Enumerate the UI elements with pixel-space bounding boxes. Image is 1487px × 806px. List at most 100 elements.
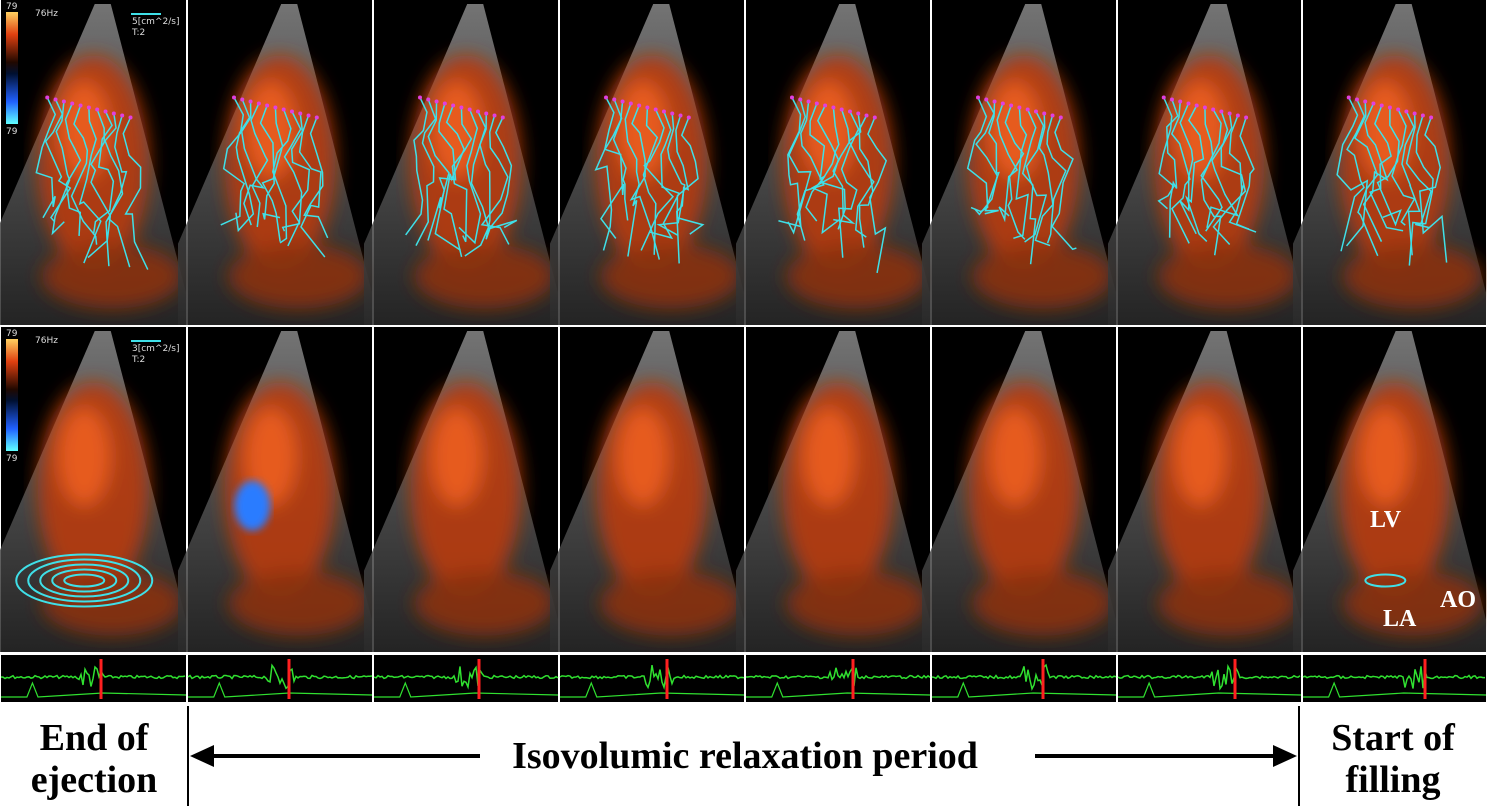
ecg-lower-trace bbox=[1, 681, 187, 698]
ecg-strip bbox=[745, 655, 931, 702]
scale-top: 79 bbox=[6, 2, 18, 12]
streamline bbox=[1419, 117, 1448, 263]
echo-panel bbox=[922, 327, 1116, 652]
streamline-start bbox=[53, 97, 58, 102]
streamline bbox=[64, 103, 82, 236]
streamline bbox=[443, 105, 465, 258]
ecg-bg bbox=[1303, 655, 1486, 702]
color-blob bbox=[41, 243, 183, 309]
color-blob bbox=[617, 408, 669, 506]
streamline-start bbox=[298, 111, 303, 116]
ecg-strip bbox=[373, 655, 559, 702]
ecg-strip bbox=[187, 655, 373, 702]
streamline-start bbox=[475, 109, 480, 114]
streamline-start bbox=[653, 107, 658, 112]
streamline-start bbox=[992, 99, 997, 104]
streamline bbox=[70, 105, 98, 245]
streamline bbox=[1369, 105, 1404, 232]
ecg-bg bbox=[374, 655, 558, 702]
streamline bbox=[1405, 113, 1432, 266]
streamline-start bbox=[1169, 97, 1174, 102]
streamline-start bbox=[1429, 115, 1434, 120]
streamline-start bbox=[1371, 101, 1376, 106]
color-blob bbox=[1158, 570, 1298, 636]
streamline-start bbox=[256, 101, 261, 106]
frame-rate: 76Hz bbox=[35, 9, 58, 19]
streamline bbox=[1200, 109, 1223, 232]
streamline-start bbox=[120, 113, 125, 118]
streamline bbox=[594, 97, 615, 251]
streamline bbox=[810, 105, 840, 235]
streamline-start bbox=[459, 105, 464, 110]
streamline bbox=[92, 111, 115, 235]
streamline-start bbox=[103, 109, 108, 114]
color-blob bbox=[58, 81, 111, 179]
streamline-start bbox=[500, 115, 505, 120]
phase-end: filling bbox=[1345, 759, 1440, 801]
streamline bbox=[805, 103, 826, 222]
streamline bbox=[1051, 117, 1077, 251]
color-blob bbox=[58, 408, 111, 506]
streamline-start bbox=[839, 107, 844, 112]
streamline-start bbox=[1227, 111, 1232, 116]
streamline bbox=[261, 107, 284, 242]
ecg-trace bbox=[0, 665, 186, 687]
phase-start: End of bbox=[40, 717, 150, 759]
vortex-contour bbox=[51, 568, 118, 593]
streamline-start bbox=[492, 113, 497, 118]
streamline bbox=[612, 101, 629, 221]
ecg-lower-trace bbox=[1303, 681, 1487, 698]
echo-panel bbox=[736, 327, 930, 652]
streamline bbox=[1021, 109, 1037, 265]
ao-label: AO bbox=[1440, 587, 1476, 613]
streamline-start bbox=[306, 113, 311, 118]
color-blob bbox=[972, 243, 1113, 309]
streamline bbox=[104, 113, 124, 267]
colorbar bbox=[6, 12, 18, 124]
streamline-start bbox=[1161, 95, 1166, 100]
streamline bbox=[1362, 103, 1389, 242]
ecg-lower-trace bbox=[746, 681, 931, 698]
streamline bbox=[974, 99, 999, 216]
streamline bbox=[1024, 111, 1048, 243]
streamline bbox=[1336, 97, 1369, 247]
streamline-start bbox=[976, 95, 980, 100]
streamline-start bbox=[864, 113, 869, 118]
streamline-start bbox=[314, 115, 319, 120]
streamline bbox=[405, 97, 428, 236]
streamline bbox=[1376, 107, 1402, 227]
echo-panel bbox=[178, 0, 372, 325]
color-blob bbox=[600, 243, 741, 309]
color-blob bbox=[1343, 243, 1483, 309]
streamline-start bbox=[86, 105, 91, 110]
streamline-start bbox=[1235, 113, 1240, 118]
ecg-strip bbox=[1117, 655, 1302, 702]
ecg-bg bbox=[188, 655, 372, 702]
echo-panel bbox=[1293, 327, 1486, 652]
streamline bbox=[1401, 111, 1421, 256]
phase-middle: Isovolumic relaxation period bbox=[512, 735, 978, 777]
ecg-lower-trace bbox=[1118, 681, 1302, 698]
phase-end: Start of bbox=[1331, 717, 1456, 759]
streamline bbox=[1235, 117, 1255, 230]
ecg-lower-trace bbox=[374, 681, 559, 698]
echo-panel bbox=[364, 0, 558, 325]
streamline bbox=[1340, 99, 1366, 252]
streamline bbox=[642, 107, 659, 255]
ecg-lower-trace bbox=[560, 681, 745, 698]
color-blob bbox=[803, 408, 855, 506]
streamline-start bbox=[1412, 111, 1417, 116]
doppler-color bbox=[596, 382, 741, 636]
ecg-bg bbox=[1118, 655, 1301, 702]
scale-top: 79 bbox=[6, 329, 18, 339]
scale-bottom: 79 bbox=[6, 454, 18, 464]
streamline-start bbox=[289, 109, 294, 114]
streamline bbox=[434, 103, 461, 251]
ecg-strip bbox=[0, 655, 187, 702]
echo-panel bbox=[1293, 0, 1486, 325]
streamline-start bbox=[628, 101, 633, 106]
streamline-start bbox=[1363, 99, 1368, 104]
streamline bbox=[107, 115, 131, 268]
scale-bottom: 79 bbox=[6, 127, 18, 137]
streamline-start bbox=[281, 107, 286, 112]
